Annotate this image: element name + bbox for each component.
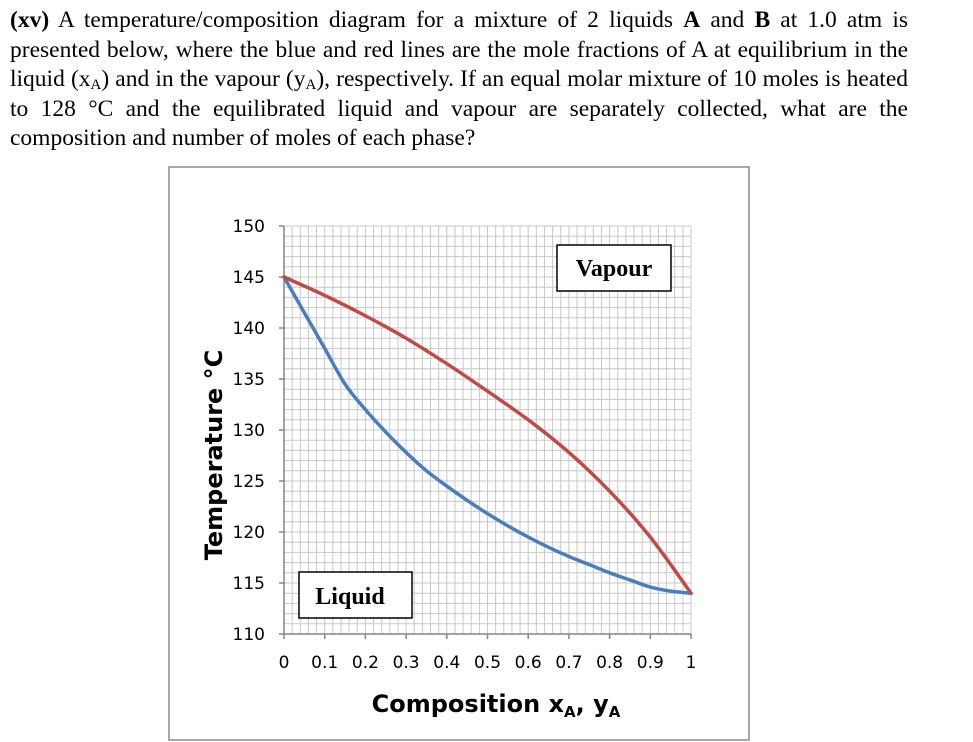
y-tick-label: 120 bbox=[233, 523, 265, 543]
tick-labels: 0 0.1 0.2 0.3 0.4 0.5 0.6 0.7 0.8 0.9 1 150 145 140 13… bbox=[233, 217, 697, 673]
x-tick-label: 0.1 bbox=[311, 653, 338, 673]
y-tick-label: 145 bbox=[233, 268, 265, 288]
vapour-label-box: Vapour bbox=[556, 244, 672, 292]
vapour-label: Vapour bbox=[576, 256, 653, 282]
question-text: (xv) A temperature/composition diagram f… bbox=[10, 7, 908, 151]
y-tick-label: 110 bbox=[233, 625, 265, 645]
x-tick-label: 0 bbox=[279, 653, 290, 673]
y-tick-label: 130 bbox=[233, 421, 265, 441]
x-tick-label: 0.7 bbox=[555, 653, 582, 673]
x-tick-label: 1 bbox=[686, 653, 697, 673]
axes bbox=[279, 225, 692, 639]
liquid-label: Liquid bbox=[315, 584, 385, 610]
x-tick-label: 0.5 bbox=[474, 653, 501, 673]
y-tick-label: 125 bbox=[233, 472, 265, 492]
y-tick-label: 150 bbox=[233, 217, 265, 237]
y-axis-title: Temperature °C bbox=[200, 350, 228, 561]
question-number: (xv) bbox=[10, 7, 50, 33]
x-tick-label: 0.6 bbox=[515, 653, 542, 673]
y-tick-label: 115 bbox=[233, 574, 265, 594]
x-tick-label: 0.8 bbox=[596, 653, 623, 673]
x-tick-label: 0.2 bbox=[352, 653, 379, 673]
x-tick-label: 0.3 bbox=[393, 653, 420, 673]
x-tick-label: 0.9 bbox=[637, 653, 664, 673]
y-tick-label: 140 bbox=[233, 319, 265, 339]
y-tick-label: 135 bbox=[233, 370, 265, 390]
series-lines bbox=[282, 275, 693, 595]
x-tick-label: 0.4 bbox=[433, 653, 460, 673]
liquid-curve-xA bbox=[282, 275, 693, 595]
liquid-label-box: Liquid bbox=[298, 571, 413, 619]
vapour-curve-yA bbox=[282, 275, 693, 595]
x-axis-title: Composition xA, yA bbox=[372, 690, 621, 721]
